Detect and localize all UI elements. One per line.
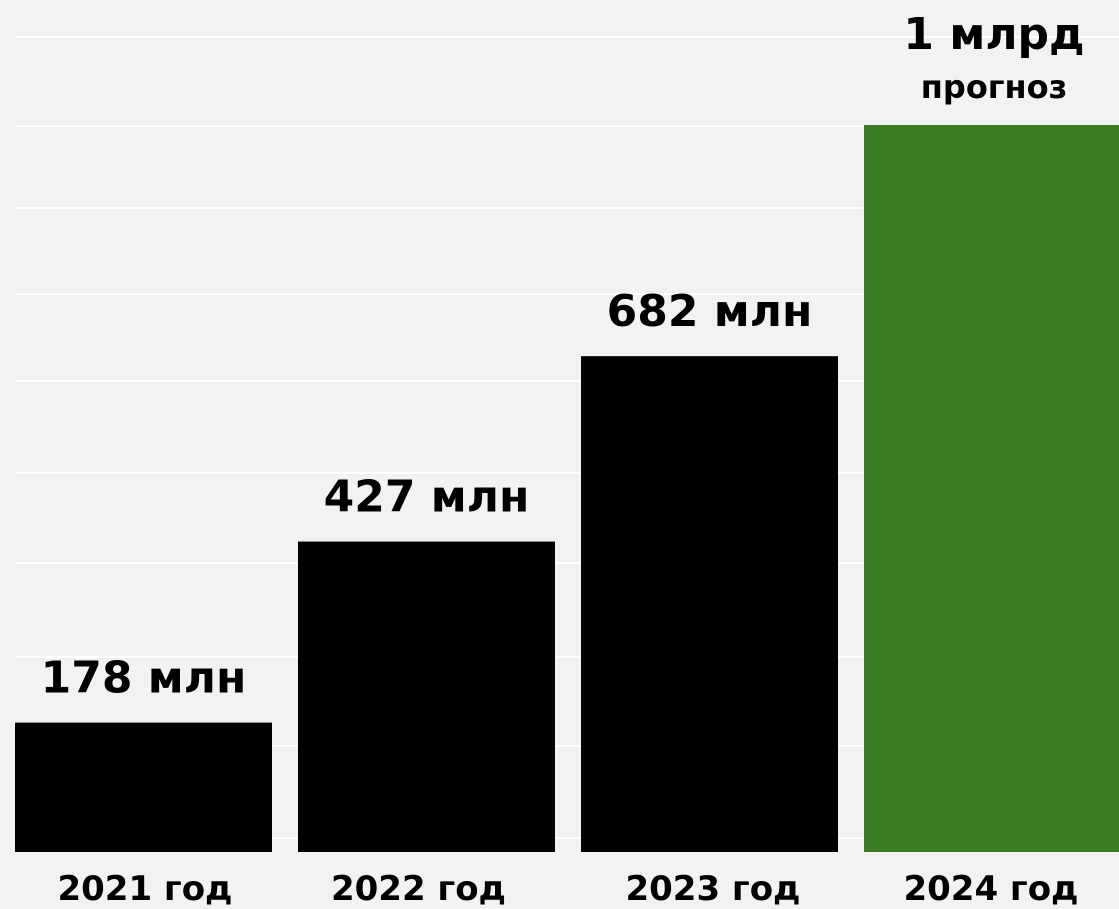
category-label: 2023 год xyxy=(625,869,800,909)
bar-value-label: 427 млн xyxy=(324,472,530,523)
bar-value-label: 178 млн xyxy=(41,653,247,704)
bar xyxy=(864,125,1119,852)
category-label: 2024 год xyxy=(903,869,1078,909)
forecast-note: прогноз xyxy=(921,68,1067,106)
category-label: 2021 год xyxy=(57,869,232,909)
bar xyxy=(298,541,555,852)
bar xyxy=(15,722,272,852)
bar-value-label: 682 млн xyxy=(607,286,813,337)
bar xyxy=(581,356,838,852)
category-label: 2022 год xyxy=(331,869,506,909)
bar-value-label: 1 млрд xyxy=(903,9,1084,60)
